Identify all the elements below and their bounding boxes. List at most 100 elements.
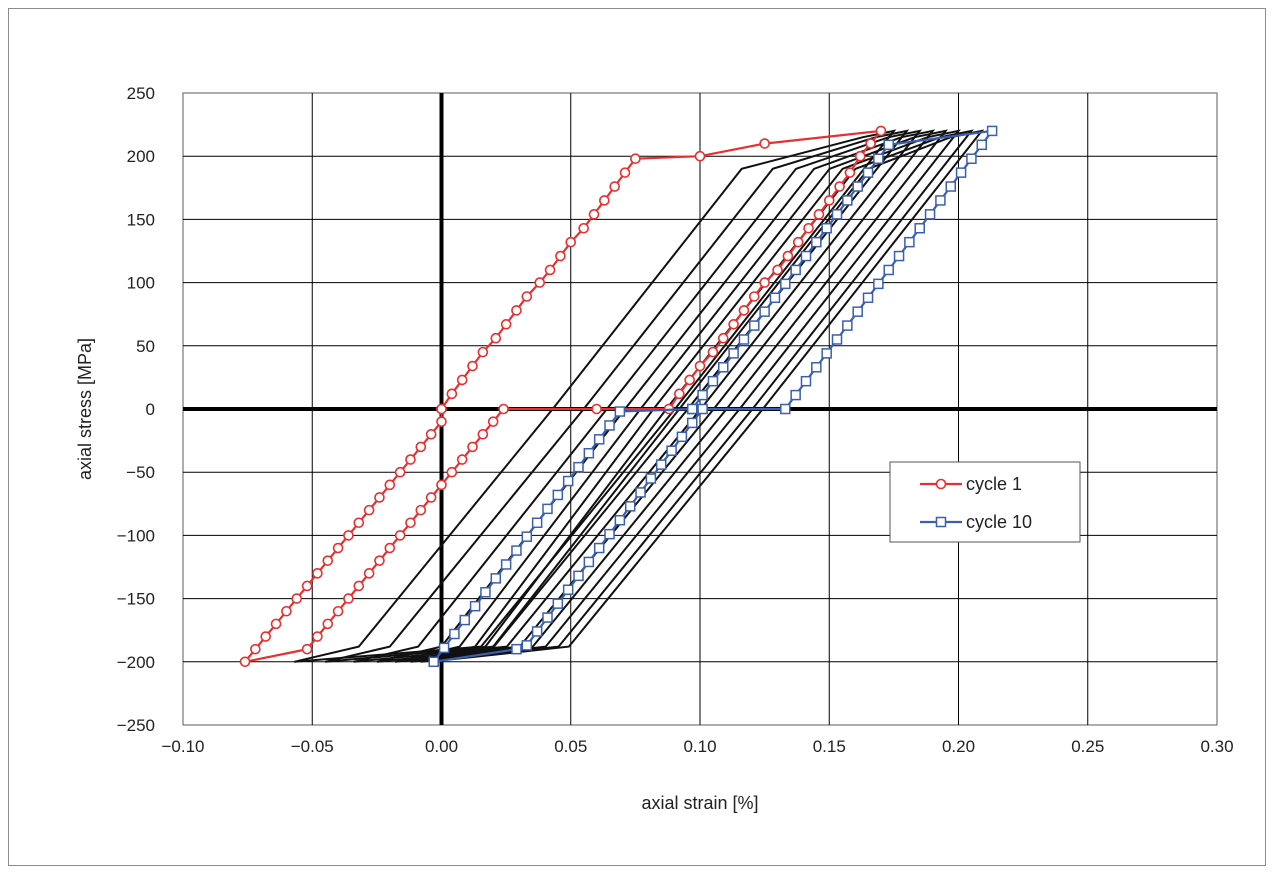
data-point-circle [343,530,354,541]
data-point-square [728,348,739,359]
data-point-circle [599,195,610,206]
data-point-circle [759,138,770,149]
data-point-square [573,461,584,473]
data-point-circle [772,264,783,276]
data-point-circle [446,388,458,400]
data-point-circle [343,593,354,604]
data-point-square [531,626,543,637]
y-axis-title: axial stress [MPa] [75,338,95,480]
y-tick-label: 0 [146,400,155,419]
data-point-square [562,475,574,487]
data-point-square [604,528,615,540]
data-point-circle [291,593,303,604]
data-point-square [500,559,512,570]
data-point-square [862,292,874,304]
data-point-square [469,600,481,612]
data-point-square [521,640,533,651]
data-point-circle [521,291,533,302]
data-point-circle [865,138,876,149]
data-point-square [831,209,843,220]
data-point-circle [591,403,602,415]
legend: cycle 1 cycle 10 [889,461,1081,543]
data-point-square [511,643,522,655]
data-point-square [800,250,812,262]
data-point-square [707,375,719,387]
data-point-square [738,334,750,345]
data-point-square [686,417,698,429]
data-point-square [800,375,812,387]
x-tick-label: 0.25 [1071,737,1104,756]
y-tick-label: 50 [136,337,155,356]
data-point-square [521,531,533,542]
data-point-square [955,167,967,178]
data-point-circle [260,631,272,642]
data-point-circle [609,181,620,192]
x-tick-label: 0.10 [683,737,716,756]
data-point-circle [374,555,385,566]
chart-frame: −0.10 −0.05 0.00 0.05 0.10 0.15 0.20 0.25 0.30 25… [8,8,1266,866]
data-point-square [883,264,894,276]
data-point-circle [301,643,313,655]
data-point-square [790,389,801,401]
data-point-circle [415,441,427,453]
data-point-circle [312,568,323,579]
data-point-square [552,489,564,501]
y-tick-label: 200 [127,147,155,166]
data-point-square [676,431,688,443]
y-tick-label: 100 [127,274,155,293]
data-point-circle [854,150,866,162]
data-point-circle [823,195,835,206]
legend-swatch-circle [935,478,947,490]
data-point-square [459,614,471,626]
data-point-square [821,348,832,359]
data-point-square [821,222,832,234]
data-point-circle [707,346,719,358]
data-point-circle [436,479,447,491]
data-point-circle [353,517,365,529]
data-point-circle [759,277,770,288]
data-point-circle [792,236,804,248]
x-tick-label: 0.05 [554,737,587,756]
data-point-circle [498,403,509,415]
data-point-square [893,250,905,262]
data-point-square [831,334,843,345]
data-point-circle [270,618,282,630]
data-point-square [449,628,460,640]
data-point-square [635,487,646,498]
data-point-square [749,320,760,331]
data-point-circle [405,454,416,465]
data-point-circle [674,388,685,400]
x-tick-label: 0.30 [1200,737,1233,756]
y-tick-label: −50 [126,463,155,482]
legend-items: cycle 1 cycle 10 [920,474,1032,532]
data-point-square [666,445,677,456]
data-point-circle [322,618,334,630]
data-point-circle [239,656,251,668]
data-point-square [842,195,853,206]
data-point-circle [456,374,468,386]
data-point-square [862,167,874,178]
data-point-square [542,612,553,623]
y-tick-label: 250 [127,84,155,103]
data-point-circle [467,360,478,372]
data-point-circle [534,277,546,288]
data-point-square [935,195,946,206]
data-point-square [490,573,502,584]
y-tick-label: 150 [127,210,155,229]
data-point-square [769,292,781,304]
data-point-circle [415,504,427,516]
x-tick-label: −0.05 [291,737,334,756]
data-point-square [624,501,636,512]
data-point-square [790,264,801,276]
data-point-square [697,403,708,415]
data-point-circle [544,264,556,276]
data-point-square [428,656,439,668]
data-point-square [593,434,605,445]
data-point-circle [487,416,499,427]
data-point-circle [511,305,522,316]
legend-swatch-square [935,516,947,528]
data-point-circle [425,492,437,503]
data-point-circle [436,416,447,427]
data-point-circle [477,346,489,358]
data-point-circle [500,319,512,330]
